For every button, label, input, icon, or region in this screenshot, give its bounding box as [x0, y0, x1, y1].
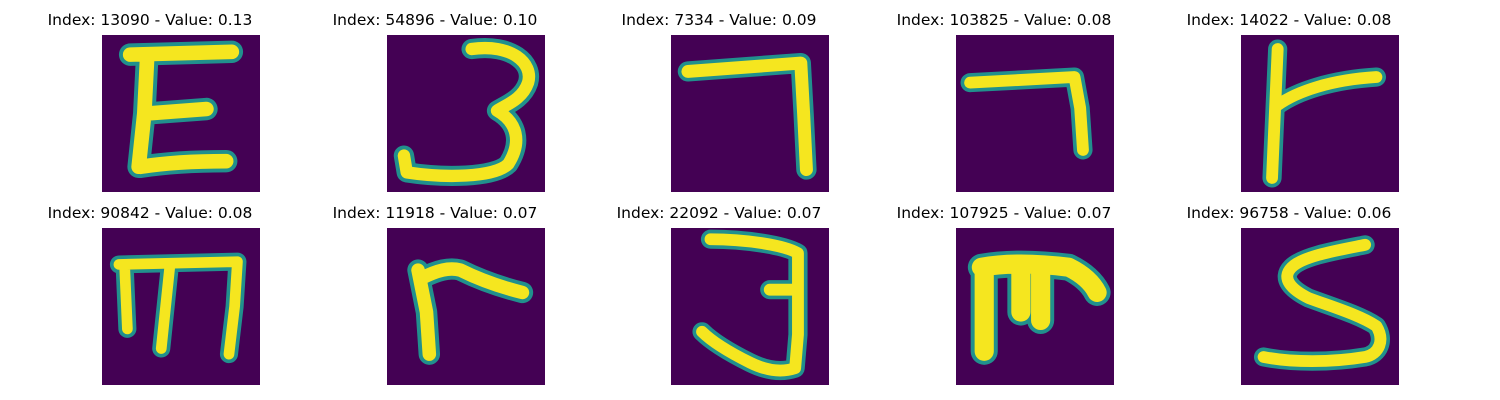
- panel-title: Index: 107925 - Value: 0.07: [896, 204, 1112, 222]
- glyph-7: [677, 52, 817, 180]
- character-image: [1241, 35, 1399, 192]
- panel-title: Index: 54896 - Value: 0.10: [332, 11, 538, 29]
- glyph-r: [407, 258, 534, 365]
- character-image: [387, 228, 545, 385]
- panel-title: Index: 13090 - Value: 0.13: [47, 11, 253, 29]
- glyph-m: [967, 250, 1111, 365]
- panel-title: Index: 7334 - Value: 0.09: [621, 11, 817, 29]
- glyph-m: [109, 252, 247, 364]
- character-image: [102, 35, 260, 192]
- panel-10: Index: 96758 - Value: 0.06: [1139, 193, 1439, 393]
- glyph-s: [1253, 235, 1390, 371]
- character-image: [956, 228, 1114, 385]
- character-image: [671, 228, 829, 385]
- panel-1: Index: 13090 - Value: 0.13: [0, 0, 300, 200]
- panel-title: Index: 90842 - Value: 0.08: [47, 204, 253, 222]
- panel-title: Index: 14022 - Value: 0.08: [1186, 11, 1392, 29]
- character-image: [956, 35, 1114, 192]
- character-image: [671, 35, 829, 192]
- panel-2: Index: 54896 - Value: 0.10: [285, 0, 585, 200]
- glyph-e: [118, 40, 244, 178]
- glyph-7: [960, 67, 1093, 160]
- panel-title: Index: 103825 - Value: 0.08: [896, 11, 1112, 29]
- character-image: [102, 228, 260, 385]
- panel-title: Index: 96758 - Value: 0.06: [1186, 204, 1392, 222]
- panel-8: Index: 22092 - Value: 0.07: [569, 193, 869, 393]
- panel-5: Index: 14022 - Value: 0.08: [1139, 0, 1439, 200]
- character-image: [1241, 228, 1399, 385]
- glyph-3: [692, 229, 808, 380]
- panel-title: Index: 11918 - Value: 0.07: [332, 204, 538, 222]
- glyph-r: [1262, 39, 1387, 188]
- panel-6: Index: 90842 - Value: 0.08: [0, 193, 300, 393]
- panel-7: Index: 11918 - Value: 0.07: [285, 193, 585, 393]
- character-image: [387, 35, 545, 192]
- panel-9: Index: 107925 - Value: 0.07: [854, 193, 1154, 393]
- glyph-3: [393, 37, 539, 186]
- panel-4: Index: 103825 - Value: 0.08: [854, 0, 1154, 200]
- panel-3: Index: 7334 - Value: 0.09: [569, 0, 869, 200]
- panel-title: Index: 22092 - Value: 0.07: [616, 204, 822, 222]
